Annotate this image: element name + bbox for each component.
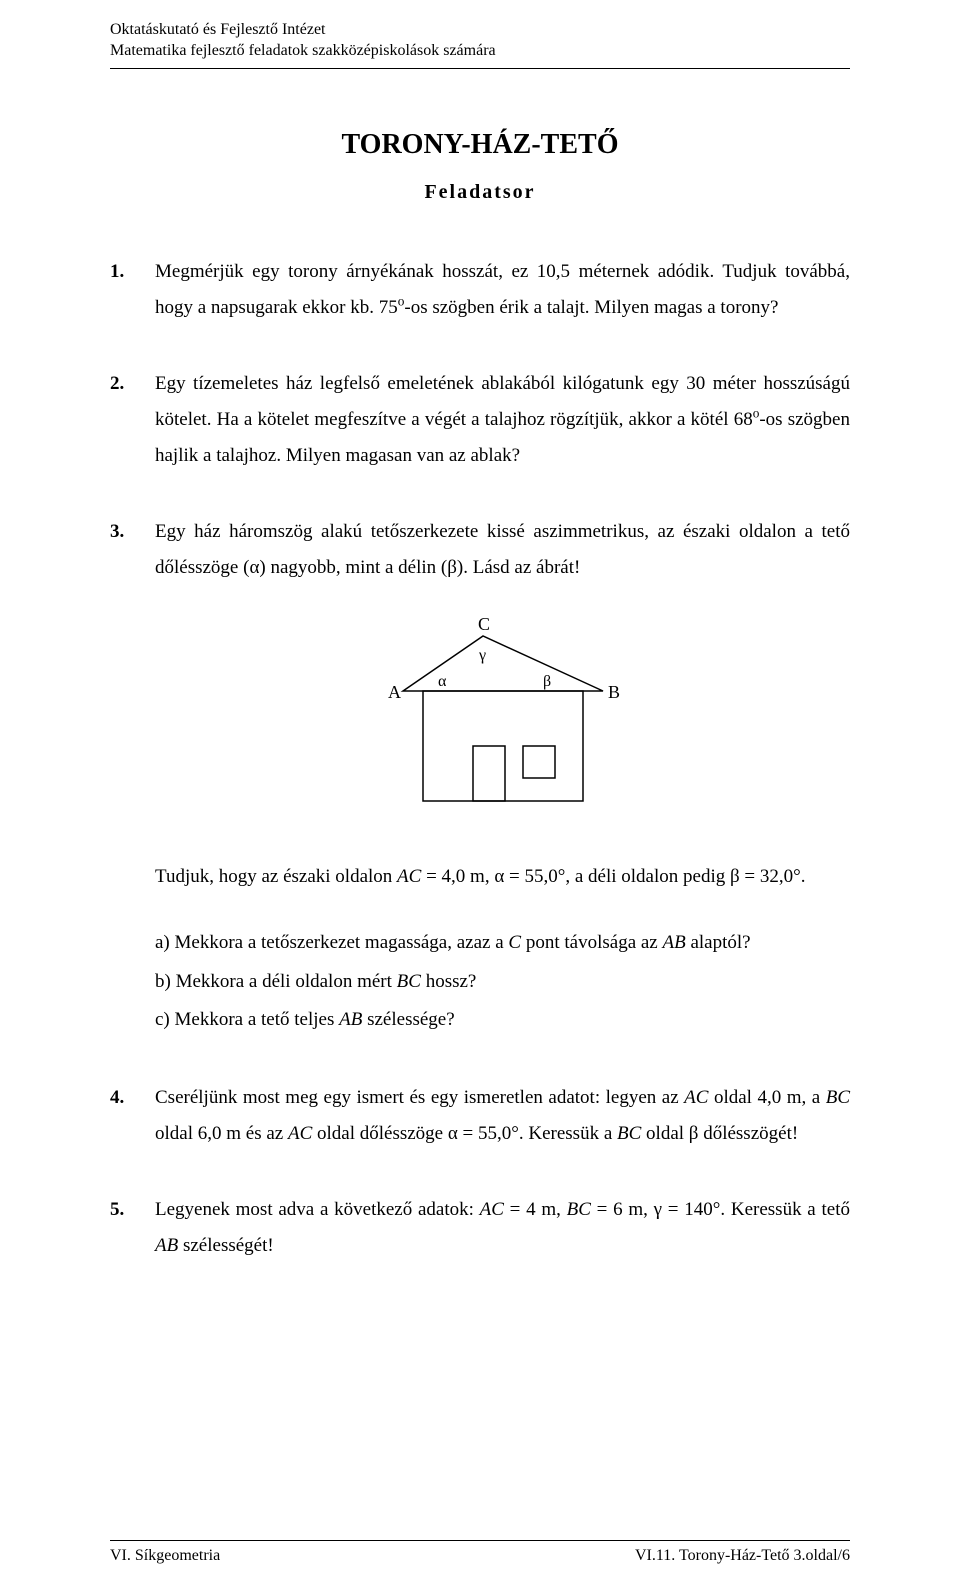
page-header: Oktatáskutató és Fejlesztő Intézet Matem…	[110, 20, 850, 62]
page-footer: VI. Síkgeometria VI.11. Torony-Ház-Tető …	[110, 1540, 850, 1565]
problem-text: Egy ház háromszög alakú tetőszerkezete k…	[155, 514, 850, 1040]
var-ac: AC	[397, 866, 421, 887]
problem-3-given: Tudjuk, hogy az északi oldalon AC = 4,0 …	[155, 859, 850, 895]
text-part: szélességét!	[178, 1235, 273, 1256]
text-part: pont távolsága az	[521, 932, 662, 953]
header-rule	[110, 68, 850, 69]
footer-content: VI. Síkgeometria VI.11. Torony-Ház-Tető …	[110, 1547, 850, 1565]
header-line-2: Matematika fejlesztő feladatok szakközép…	[110, 41, 850, 62]
problem-2: 2. Egy tízemeletes ház legfelső emeletén…	[110, 366, 850, 474]
label-beta: β	[543, 673, 551, 690]
house-door	[473, 746, 505, 801]
footer-rule	[110, 1540, 850, 1541]
label-gamma: γ	[478, 647, 486, 664]
text-part: szélessége?	[362, 1009, 454, 1030]
text-part: oldal 4,0 m, a	[708, 1087, 825, 1108]
text-part: oldal dőlésszöge α = 55,0°. Keressük a	[312, 1123, 617, 1144]
problem-text: Legyenek most adva a következő adatok: A…	[155, 1192, 850, 1264]
document-title: TORONY-HÁZ-TETŐ	[110, 129, 850, 161]
text-part: alaptól?	[686, 932, 751, 953]
text-part: = 6 m, γ = 140°. Keressük a tető	[591, 1199, 850, 1220]
house-svg: A B C α β γ	[383, 616, 623, 806]
house-window	[523, 746, 555, 778]
var-bc: BC	[397, 971, 421, 992]
problem-3-subquestions: a) Mekkora a tetőszerkezet magassága, az…	[155, 925, 850, 1037]
text-part: oldal 6,0 m és az	[155, 1123, 288, 1144]
text-part: hossz?	[421, 971, 476, 992]
text-part: Legyenek most adva a következő adatok:	[155, 1199, 480, 1220]
label-a: A	[388, 682, 401, 702]
text-part: = 4 m,	[504, 1199, 567, 1220]
text-part: Egy tízemeletes ház legfelső emeletének …	[155, 373, 850, 430]
var-ac: AC	[288, 1123, 312, 1144]
problem-text: Megmérjük egy torony árnyékának hosszát,…	[155, 254, 850, 326]
text-part: c) Mekkora a tető teljes	[155, 1009, 339, 1030]
var-ab: AB	[663, 932, 686, 953]
label-alpha: α	[438, 673, 447, 690]
problem-text: Cseréljünk most meg egy ismert és egy is…	[155, 1080, 850, 1152]
sub-question-b: b) Mekkora a déli oldalon mért BC hossz?	[155, 964, 850, 1000]
text-part: a) Mekkora a tetőszerkezet magassága, az…	[155, 932, 508, 953]
text-part: b) Mekkora a déli oldalon mért	[155, 971, 397, 992]
problem-number: 4.	[110, 1080, 155, 1152]
var-ab: AB	[155, 1235, 178, 1256]
problem-number: 3.	[110, 514, 155, 1040]
text-part: Egy ház háromszög alakú tetőszerkezete k…	[155, 521, 850, 578]
var-bc: BC	[617, 1123, 641, 1144]
text-part: Tudjuk, hogy az északi oldalon	[155, 866, 397, 887]
text-part: Cseréljünk most meg egy ismert és egy is…	[155, 1087, 684, 1108]
label-c: C	[478, 616, 490, 634]
header-line-1: Oktatáskutató és Fejlesztő Intézet	[110, 20, 850, 41]
sub-question-c: c) Mekkora a tető teljes AB szélessége?	[155, 1002, 850, 1038]
var-c: C	[508, 932, 521, 953]
var-ac: AC	[480, 1199, 504, 1220]
text-part: = 4,0 m, α = 55,0°, a déli oldalon pedig…	[421, 866, 805, 887]
house-diagram: A B C α β γ	[155, 616, 850, 819]
problem-text: Egy tízemeletes ház legfelső emeletének …	[155, 366, 850, 474]
var-bc: BC	[567, 1199, 591, 1220]
footer-right: VI.11. Torony-Ház-Tető 3.oldal/6	[635, 1547, 850, 1565]
var-ac: AC	[684, 1087, 708, 1108]
problem-1: 1. Megmérjük egy torony árnyékának hossz…	[110, 254, 850, 326]
label-b: B	[608, 682, 620, 702]
problem-5: 5. Legyenek most adva a következő adatok…	[110, 1192, 850, 1264]
problem-number: 2.	[110, 366, 155, 474]
var-ab: AB	[339, 1009, 362, 1030]
problem-4: 4. Cseréljünk most meg egy ismert és egy…	[110, 1080, 850, 1152]
text-part: oldal β dőlésszögét!	[641, 1123, 798, 1144]
roof-path	[403, 636, 603, 691]
problem-number: 5.	[110, 1192, 155, 1264]
var-bc: BC	[826, 1087, 850, 1108]
problem-3: 3. Egy ház háromszög alakú tetőszerkezet…	[110, 514, 850, 1040]
problem-number: 1.	[110, 254, 155, 326]
text-part: -os szögben érik a talajt. Milyen magas …	[404, 297, 778, 318]
footer-left: VI. Síkgeometria	[110, 1547, 220, 1565]
document-subtitle: Feladatsor	[110, 181, 850, 204]
sub-question-a: a) Mekkora a tetőszerkezet magassága, az…	[155, 925, 850, 961]
